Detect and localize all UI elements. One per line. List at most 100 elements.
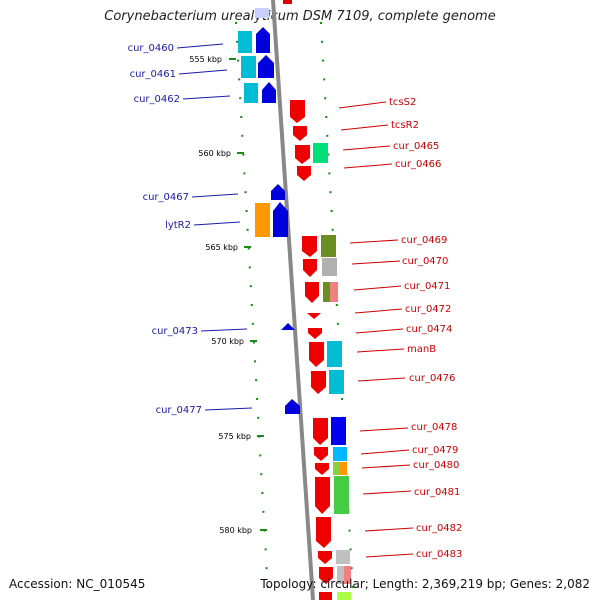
gene-block[interactable] [337,566,344,584]
gene-block[interactable] [295,145,310,164]
gene-block[interactable] [283,0,292,4]
gene-label-cur_0474[interactable]: cur_0474 [406,324,452,335]
gene-label-cur_0461[interactable]: cur_0461 [130,69,176,80]
gene-label-cur_0470[interactable]: cur_0470 [402,256,448,267]
gene-block[interactable] [315,477,330,514]
gene-block[interactable] [273,202,288,237]
gene-label-manB[interactable]: manB [407,344,436,355]
gene-block[interactable] [255,203,270,237]
gene-label-cur_0469[interactable]: cur_0469 [401,235,447,246]
gene-block[interactable] [307,313,321,319]
gene-block[interactable] [333,462,340,475]
gene-block[interactable] [334,476,349,514]
right-gene-labels: tcsS2 tcsR2 cur_0465 cur_0466 cur_0469 c… [338,97,462,560]
gene-label-cur_0460[interactable]: cur_0460 [128,43,174,54]
gene-block[interactable] [331,417,346,445]
genome-info: Topology: circular; Length: 2,369,219 bp… [260,577,590,591]
gene-block[interactable] [303,259,317,277]
gene-block[interactable] [302,236,317,257]
scale-dot [341,398,344,400]
gene-label-cur_0466[interactable]: cur_0466 [395,159,441,170]
genes-right-strand [283,0,351,600]
scale-dot [348,529,351,532]
leader-line [359,427,409,432]
gene-block[interactable] [311,371,326,394]
gene-block[interactable] [314,447,328,461]
scale-dot [325,116,328,118]
gene-block[interactable] [322,258,337,276]
gene-block[interactable] [318,551,332,564]
scale-dot [249,285,252,288]
scale-dot [256,398,259,400]
gene-block[interactable] [336,550,350,564]
gene-label-cur_0483[interactable]: cur_0483 [416,549,462,560]
scale-dot [349,548,352,551]
gene-block[interactable] [333,447,347,461]
gene-block[interactable] [281,323,295,330]
gene-label-cur_0467[interactable]: cur_0467 [143,192,189,203]
gene-label-cur_0465[interactable]: cur_0465 [393,141,439,152]
gene-label-cur_0473[interactable]: cur_0473 [152,326,198,337]
gene-label-cur_0478[interactable]: cur_0478 [411,422,457,433]
gene-label-tcsR2[interactable]: tcsR2 [391,120,419,131]
scale-dot [323,78,326,81]
gene-block[interactable] [321,235,336,257]
scale-dot [238,78,241,81]
gene-block[interactable] [290,100,305,123]
gene-block[interactable] [255,8,269,18]
leader-line [342,145,391,151]
scale-dot [261,492,264,494]
gene-block[interactable] [313,418,328,445]
gene-block[interactable] [315,463,329,475]
gene-block[interactable] [327,341,342,367]
gene-block[interactable] [329,370,344,394]
gene-block[interactable] [309,342,324,367]
gene-block[interactable] [323,282,330,302]
gene-block[interactable] [305,282,319,303]
gene-label-lytR2[interactable]: lytR2 [165,220,191,231]
gene-block[interactable] [330,282,338,302]
gene-label-cur_0480[interactable]: cur_0480 [413,460,459,471]
gene-block[interactable] [297,166,311,181]
scale-dot [320,22,322,24]
gene-block[interactable] [271,184,285,200]
gene-block[interactable] [285,399,300,414]
scale-dot [262,510,265,513]
gene-block[interactable] [238,31,252,53]
gene-block[interactable] [258,55,274,78]
gene-label-cur_0479[interactable]: cur_0479 [412,445,458,456]
gene-block[interactable] [313,143,328,163]
gene-label-cur_0471[interactable]: cur_0471 [404,281,450,292]
gene-block[interactable] [344,566,351,584]
gene-label-cur_0482[interactable]: cur_0482 [416,523,462,534]
gene-block[interactable] [316,517,331,548]
leader-line [204,407,253,411]
scale-dot [331,228,334,231]
gene-block[interactable] [293,126,307,141]
scale-dot [255,379,258,382]
leader-line [355,328,404,334]
leader-line [200,328,248,332]
gene-label-cur_0481[interactable]: cur_0481 [414,487,460,498]
gene-block[interactable] [256,27,270,53]
gene-label-cur_0472[interactable]: cur_0472 [405,304,451,315]
gene-block[interactable] [244,83,258,103]
gene-block[interactable] [241,56,256,78]
gene-label-tcsS2[interactable]: tcsS2 [389,97,416,108]
leader-line [356,348,405,353]
gene-block[interactable] [319,592,332,600]
gene-label-cur_0477[interactable]: cur_0477 [156,405,202,416]
scale-dot [257,416,260,419]
gene-block[interactable] [319,567,333,584]
gene-block[interactable] [340,462,347,475]
scale-dot [324,97,327,100]
gene-label-cur_0476[interactable]: cur_0476 [409,373,455,384]
gene-block[interactable] [337,592,351,600]
leader-line [343,163,393,169]
scale-dot [321,40,324,43]
gene-block[interactable] [308,328,322,339]
scale-dot [239,97,242,100]
gene-label-cur_0462[interactable]: cur_0462 [134,94,180,105]
gene-block[interactable] [262,82,276,103]
